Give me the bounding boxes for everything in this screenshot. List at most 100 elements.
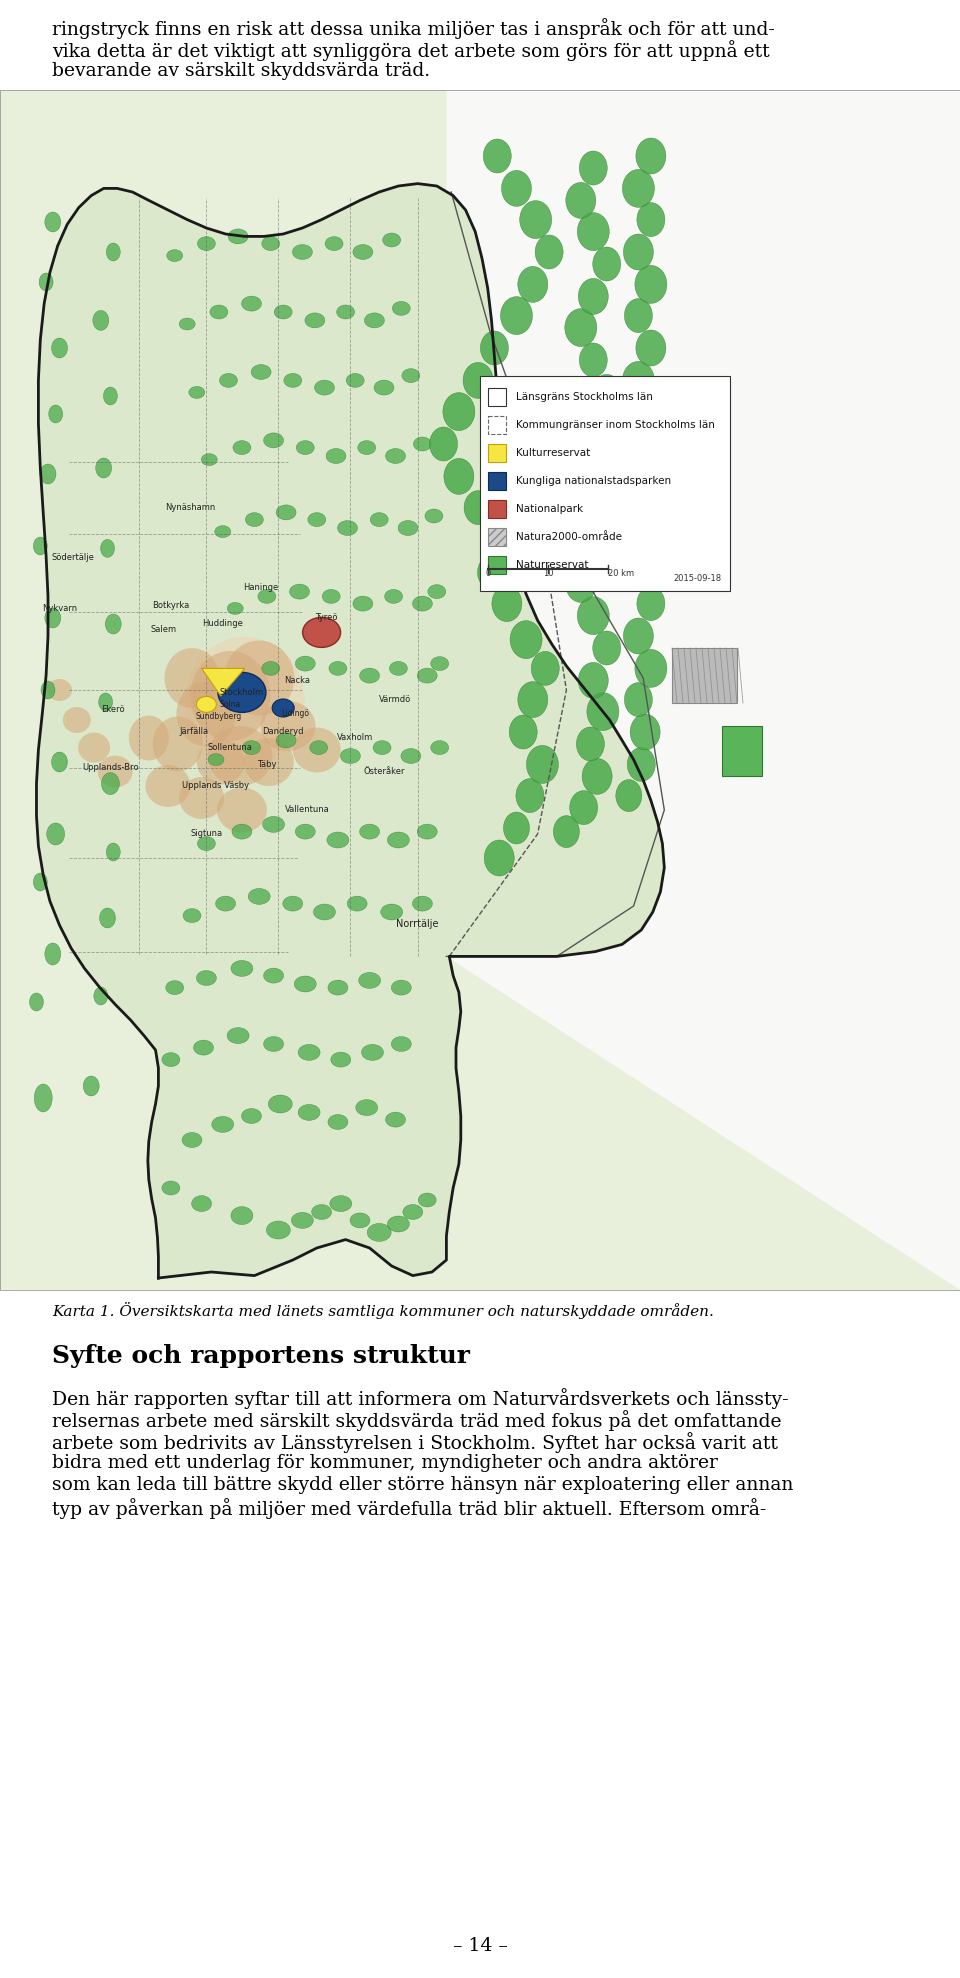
Ellipse shape [390,661,407,674]
Ellipse shape [579,534,608,570]
Ellipse shape [231,1207,252,1224]
Ellipse shape [360,825,379,839]
Ellipse shape [428,585,445,599]
Ellipse shape [232,825,252,839]
Text: Norrtälje: Norrtälje [396,920,439,930]
Ellipse shape [296,825,315,839]
Ellipse shape [350,1213,370,1228]
Ellipse shape [264,433,283,447]
Ellipse shape [167,249,182,261]
Ellipse shape [284,374,301,388]
Text: Sigtuna: Sigtuna [190,829,223,839]
Ellipse shape [299,1044,320,1060]
Ellipse shape [164,649,220,708]
Text: Upplands-Bro: Upplands-Bro [83,764,138,773]
Ellipse shape [463,362,493,398]
Bar [488,443,506,461]
Bar [488,500,506,518]
Ellipse shape [636,138,666,174]
Ellipse shape [500,297,533,334]
Ellipse shape [330,1195,351,1213]
Ellipse shape [177,682,236,746]
Ellipse shape [526,746,559,783]
Ellipse shape [477,556,506,589]
Text: typ av påverkan på miljöer med värdefulla träd blir aktuell. Eftersom områ-: typ av påverkan på miljöer med värdefull… [52,1497,766,1519]
Ellipse shape [431,740,448,754]
Bar [0,91,960,1290]
Ellipse shape [35,1084,52,1112]
Ellipse shape [338,520,357,536]
Ellipse shape [388,833,409,849]
Ellipse shape [413,595,432,611]
Ellipse shape [582,758,612,795]
Ellipse shape [483,138,512,172]
Ellipse shape [328,981,348,995]
Ellipse shape [297,441,314,455]
Ellipse shape [444,459,474,494]
Ellipse shape [292,1213,313,1228]
Ellipse shape [635,457,667,494]
Ellipse shape [62,706,91,734]
Text: Länsgräns Stockholms län: Länsgräns Stockholms län [516,392,653,402]
Ellipse shape [47,823,64,845]
Ellipse shape [587,692,619,730]
Text: Nykvarn: Nykvarn [42,603,77,613]
Ellipse shape [392,1036,411,1052]
Text: Naturreservat: Naturreservat [516,560,588,570]
Ellipse shape [258,589,276,603]
Ellipse shape [356,1100,377,1116]
Ellipse shape [517,682,548,718]
Ellipse shape [624,491,653,524]
Ellipse shape [579,150,608,186]
Text: 20 km: 20 km [608,568,635,578]
Ellipse shape [329,661,347,674]
Ellipse shape [182,1133,202,1147]
Ellipse shape [207,726,273,785]
Text: Danderyd: Danderyd [262,728,304,736]
Ellipse shape [519,200,552,239]
Ellipse shape [386,1112,405,1127]
Bar [488,556,506,574]
Ellipse shape [296,657,315,671]
Ellipse shape [94,987,108,1005]
Ellipse shape [579,342,608,378]
Ellipse shape [308,512,325,526]
Text: bidra med ett underlag för kommuner, myndigheter och andra aktörer: bidra med ett underlag för kommuner, myn… [52,1454,718,1472]
Text: Nacka: Nacka [284,676,311,684]
Text: Nynäshamn: Nynäshamn [165,502,215,512]
Ellipse shape [276,504,296,520]
Ellipse shape [100,908,115,928]
Ellipse shape [45,212,60,231]
Ellipse shape [578,279,609,315]
Ellipse shape [591,374,622,409]
Ellipse shape [360,669,379,682]
Ellipse shape [231,961,252,977]
Ellipse shape [216,896,235,912]
Ellipse shape [615,779,642,811]
Ellipse shape [402,368,420,382]
Ellipse shape [374,380,394,396]
Ellipse shape [202,453,217,465]
Ellipse shape [635,649,667,688]
Text: ringstryck finns en risk att dessa unika miljöer tas i anspråk och för att und-: ringstryck finns en risk att dessa unika… [52,18,775,40]
Polygon shape [36,184,664,1278]
Ellipse shape [393,301,410,315]
Ellipse shape [262,661,279,674]
Ellipse shape [153,716,203,771]
Text: Tyreö: Tyreö [315,613,338,623]
Ellipse shape [228,1029,249,1044]
Ellipse shape [34,872,47,890]
Text: Järfälla: Järfälla [180,728,208,736]
Ellipse shape [327,833,348,849]
Ellipse shape [106,613,121,635]
Ellipse shape [569,791,598,825]
Ellipse shape [636,202,665,237]
Ellipse shape [146,765,190,807]
Ellipse shape [353,595,372,611]
Text: arbete som bedrivits av Länsstyrelsen i Stockholm. Syftet har också varit att: arbete som bedrivits av Länsstyrelsen i … [52,1432,778,1454]
Text: Ekerö: Ekerö [102,704,125,714]
Ellipse shape [515,491,545,526]
Ellipse shape [246,512,263,526]
Ellipse shape [509,714,538,750]
Bar [480,376,730,591]
